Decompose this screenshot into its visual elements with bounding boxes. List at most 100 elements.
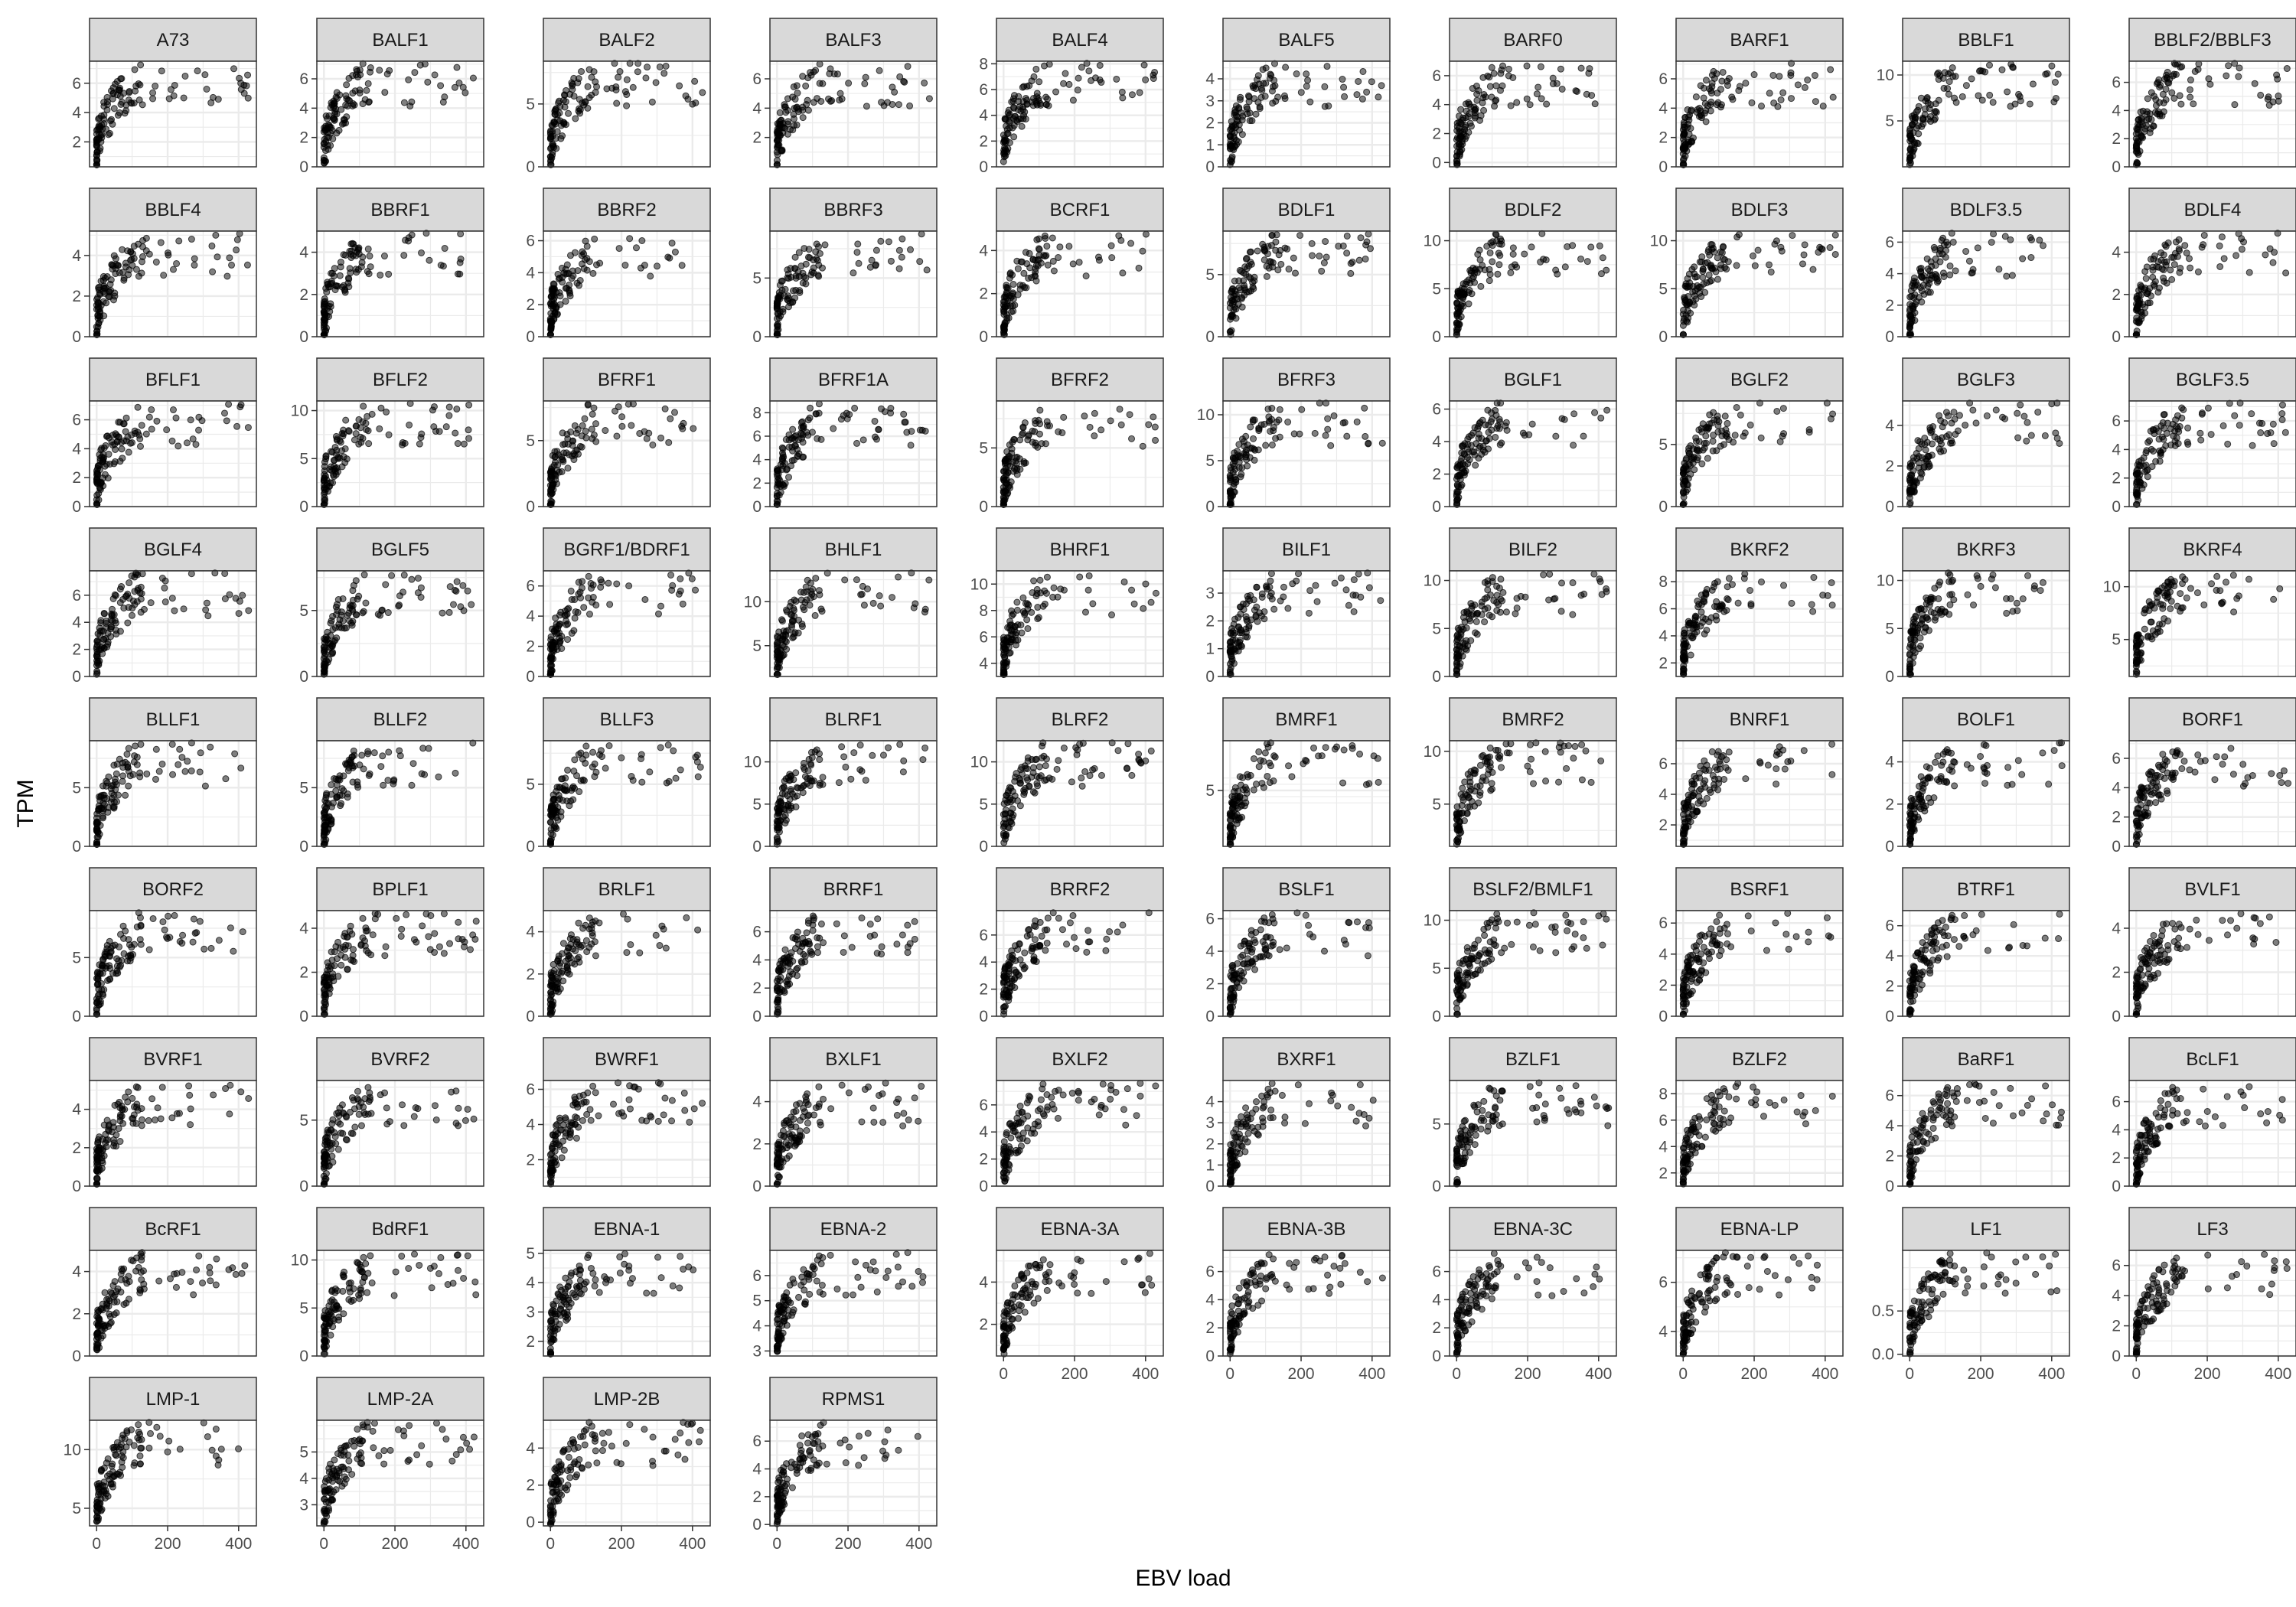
- data-point: [1000, 328, 1008, 335]
- data-point: [2236, 422, 2243, 429]
- data-point: [2245, 269, 2253, 276]
- data-point: [385, 431, 393, 438]
- data-point: [1570, 410, 1578, 418]
- data-point: [2153, 263, 2161, 271]
- data-point: [776, 109, 784, 116]
- data-point: [2236, 64, 2243, 72]
- data-point: [1826, 244, 1834, 252]
- data-point: [1693, 273, 1701, 281]
- data-point: [1251, 95, 1258, 103]
- data-point: [583, 255, 591, 262]
- data-point: [850, 269, 857, 277]
- data-point: [139, 243, 147, 251]
- data-point: [1243, 103, 1251, 111]
- data-point: [1831, 250, 1839, 258]
- y-tick-label: 0: [526, 158, 535, 176]
- data-point: [1465, 276, 1473, 284]
- data-point: [187, 416, 194, 424]
- data-point: [148, 406, 155, 413]
- data-point: [1015, 93, 1022, 100]
- data-point: [1787, 69, 1795, 77]
- data-point: [1227, 489, 1234, 497]
- data-point: [550, 281, 558, 288]
- data-point: [559, 429, 566, 437]
- data-point: [901, 78, 908, 86]
- data-point: [1228, 118, 1235, 125]
- data-point: [784, 95, 791, 103]
- data-point: [1030, 577, 1038, 585]
- data-point: [1702, 118, 1710, 125]
- data-point: [1229, 468, 1237, 476]
- data-point: [129, 438, 136, 446]
- data-point: [359, 100, 367, 108]
- facet-strip-label: BFRF3: [1277, 370, 1336, 390]
- data-point: [191, 261, 198, 269]
- data-point: [563, 605, 571, 613]
- data-point: [1339, 76, 1346, 83]
- y-tick-label: 0: [299, 498, 308, 516]
- data-point: [896, 73, 904, 80]
- data-point: [1682, 463, 1690, 471]
- data-point: [1031, 272, 1039, 279]
- data-point: [342, 416, 350, 424]
- data-point: [1363, 88, 1371, 96]
- data-point: [653, 262, 660, 270]
- data-point: [587, 579, 595, 587]
- data-point: [1528, 243, 1535, 251]
- data-point: [2157, 249, 2165, 256]
- data-point: [559, 458, 567, 465]
- data-point: [201, 71, 209, 79]
- data-point: [813, 240, 820, 248]
- data-point: [1965, 257, 1973, 265]
- data-point: [869, 599, 877, 607]
- data-point: [2257, 429, 2265, 437]
- data-point: [1942, 253, 1949, 261]
- data-point: [1750, 252, 1757, 259]
- data-point: [2034, 409, 2042, 416]
- data-point: [585, 611, 593, 618]
- y-tick-label: 5: [1658, 436, 1668, 454]
- data-point: [628, 422, 635, 429]
- data-point: [168, 437, 176, 445]
- data-point: [1692, 93, 1700, 101]
- data-point: [1060, 413, 1068, 421]
- data-point: [1034, 615, 1042, 623]
- data-point: [676, 82, 683, 90]
- data-point: [2198, 410, 2206, 418]
- data-point: [93, 648, 101, 656]
- data-point: [1469, 264, 1477, 272]
- data-point: [2052, 94, 2060, 102]
- data-point: [576, 106, 584, 113]
- data-point: [632, 244, 640, 252]
- data-point: [414, 575, 422, 582]
- data-point: [637, 264, 644, 272]
- data-point: [445, 412, 453, 419]
- data-point: [353, 269, 360, 276]
- data-point: [1065, 243, 1073, 250]
- data-point: [340, 453, 347, 461]
- data-point: [1502, 419, 1510, 426]
- data-point: [558, 468, 566, 475]
- data-point: [1276, 406, 1283, 413]
- data-point: [1228, 287, 1235, 295]
- data-point: [615, 403, 622, 411]
- data-point: [2218, 233, 2226, 241]
- data-point: [1812, 98, 1819, 106]
- data-point: [1505, 72, 1512, 80]
- data-point: [1952, 267, 1959, 275]
- data-point: [567, 587, 575, 595]
- data-point: [623, 91, 631, 99]
- data-point: [334, 455, 342, 462]
- data-point: [127, 248, 135, 256]
- facet-strip-label: BALF2: [598, 30, 654, 51]
- y-tick-label: 4: [72, 440, 81, 458]
- data-point: [1453, 496, 1461, 504]
- data-point: [1320, 259, 1328, 266]
- data-point: [1543, 100, 1551, 108]
- data-point: [212, 231, 220, 239]
- data-point: [1473, 83, 1480, 90]
- data-point: [2176, 92, 2183, 99]
- data-point: [783, 606, 791, 614]
- data-point: [588, 73, 595, 81]
